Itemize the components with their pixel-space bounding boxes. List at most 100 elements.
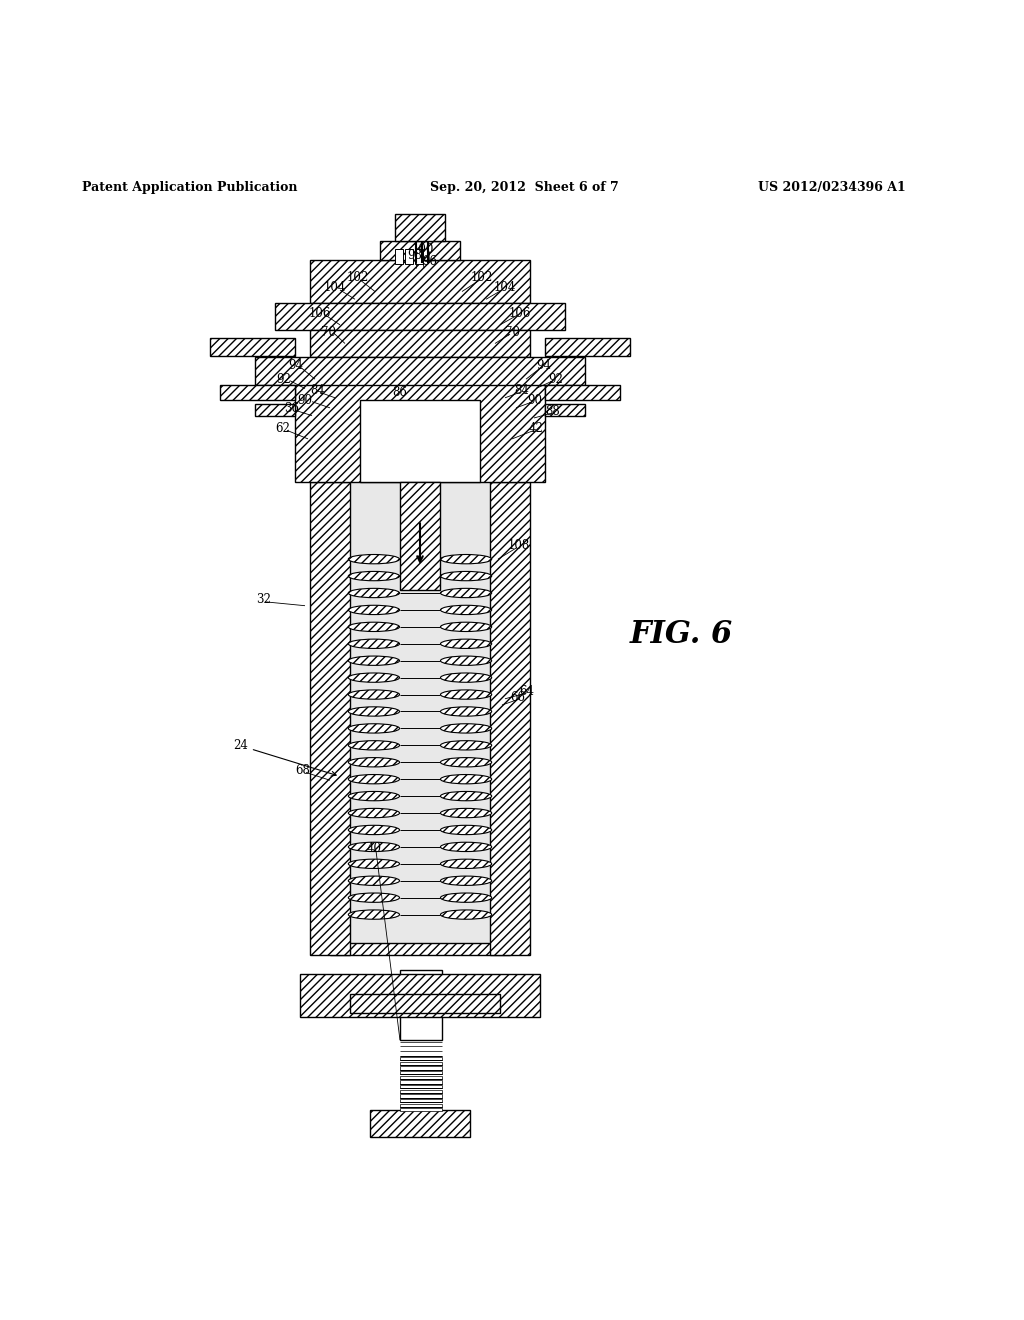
- Ellipse shape: [348, 723, 399, 733]
- Ellipse shape: [348, 741, 399, 750]
- Bar: [380, 242, 460, 260]
- Text: 102: 102: [347, 271, 369, 284]
- Text: Sep. 20, 2012  Sheet 6 of 7: Sep. 20, 2012 Sheet 6 of 7: [430, 181, 618, 194]
- Ellipse shape: [440, 825, 492, 834]
- Ellipse shape: [348, 606, 399, 615]
- Text: US 2012/0234396 A1: US 2012/0234396 A1: [758, 181, 905, 194]
- Bar: [545, 338, 630, 356]
- Ellipse shape: [440, 741, 492, 750]
- Ellipse shape: [440, 876, 492, 886]
- Ellipse shape: [440, 909, 492, 919]
- Bar: [400, 1090, 442, 1093]
- Text: 70: 70: [505, 326, 519, 339]
- Text: 100: 100: [412, 243, 434, 256]
- Bar: [400, 1057, 442, 1060]
- Bar: [400, 1085, 442, 1088]
- Ellipse shape: [440, 606, 492, 615]
- Bar: [255, 404, 295, 416]
- Text: 88: 88: [546, 405, 560, 418]
- Ellipse shape: [348, 808, 399, 817]
- Bar: [395, 249, 403, 264]
- Ellipse shape: [348, 690, 399, 700]
- Ellipse shape: [348, 894, 399, 903]
- Text: 92: 92: [276, 372, 292, 385]
- Text: 84: 84: [310, 384, 326, 397]
- Text: 106: 106: [509, 306, 531, 319]
- Text: 90: 90: [298, 393, 312, 407]
- Bar: [415, 249, 423, 264]
- Ellipse shape: [440, 690, 492, 700]
- Text: 24: 24: [233, 739, 336, 776]
- Text: 106: 106: [309, 306, 331, 319]
- Bar: [360, 400, 480, 482]
- Bar: [490, 482, 530, 954]
- Ellipse shape: [348, 842, 399, 851]
- Ellipse shape: [348, 825, 399, 834]
- Ellipse shape: [348, 554, 399, 564]
- Bar: [400, 1094, 442, 1097]
- Bar: [210, 338, 295, 356]
- Bar: [545, 404, 585, 416]
- Ellipse shape: [440, 656, 492, 665]
- Ellipse shape: [440, 775, 492, 784]
- Text: Patent Application Publication: Patent Application Publication: [82, 181, 297, 194]
- Bar: [220, 384, 295, 400]
- Text: 92: 92: [549, 372, 563, 385]
- Text: 104: 104: [494, 281, 516, 294]
- Ellipse shape: [348, 622, 399, 631]
- Text: 96: 96: [423, 255, 437, 268]
- Bar: [400, 482, 440, 590]
- Text: 42: 42: [528, 422, 544, 436]
- Ellipse shape: [348, 859, 399, 869]
- Ellipse shape: [440, 622, 492, 631]
- Bar: [400, 1100, 442, 1102]
- Bar: [400, 1109, 442, 1111]
- Bar: [395, 214, 445, 242]
- Ellipse shape: [348, 656, 399, 665]
- Text: 32: 32: [257, 593, 271, 606]
- Text: 36: 36: [285, 403, 299, 416]
- Bar: [545, 384, 620, 400]
- Bar: [255, 358, 585, 384]
- Bar: [310, 260, 530, 304]
- Ellipse shape: [440, 589, 492, 598]
- Ellipse shape: [440, 572, 492, 581]
- Text: 94: 94: [537, 359, 552, 372]
- Text: 94: 94: [289, 359, 303, 372]
- Bar: [400, 1104, 442, 1107]
- Bar: [310, 482, 350, 954]
- Text: FIG. 6: FIG. 6: [630, 619, 733, 649]
- Text: 84: 84: [515, 384, 529, 397]
- Bar: [350, 994, 500, 1012]
- Text: 108: 108: [508, 540, 530, 553]
- Bar: [400, 1081, 442, 1084]
- Ellipse shape: [348, 775, 399, 784]
- Bar: [400, 970, 442, 1040]
- Bar: [400, 1071, 442, 1074]
- Ellipse shape: [348, 673, 399, 682]
- Bar: [310, 330, 530, 358]
- Bar: [300, 974, 540, 1016]
- Text: 98: 98: [408, 249, 423, 263]
- Ellipse shape: [440, 554, 492, 564]
- Ellipse shape: [440, 723, 492, 733]
- Text: 68: 68: [296, 764, 310, 776]
- Text: 104: 104: [324, 281, 346, 294]
- Ellipse shape: [348, 792, 399, 801]
- Ellipse shape: [440, 758, 492, 767]
- Bar: [370, 1110, 470, 1137]
- Ellipse shape: [348, 589, 399, 598]
- Ellipse shape: [348, 639, 399, 648]
- Bar: [406, 249, 413, 264]
- Ellipse shape: [440, 639, 492, 648]
- Ellipse shape: [348, 706, 399, 717]
- Text: 40: 40: [367, 842, 382, 855]
- Text: 86: 86: [392, 385, 408, 399]
- Ellipse shape: [348, 876, 399, 886]
- Ellipse shape: [440, 842, 492, 851]
- Text: 70: 70: [321, 326, 336, 339]
- Bar: [400, 1067, 442, 1069]
- Bar: [330, 944, 510, 954]
- Bar: [350, 482, 490, 954]
- Text: 64: 64: [519, 685, 535, 697]
